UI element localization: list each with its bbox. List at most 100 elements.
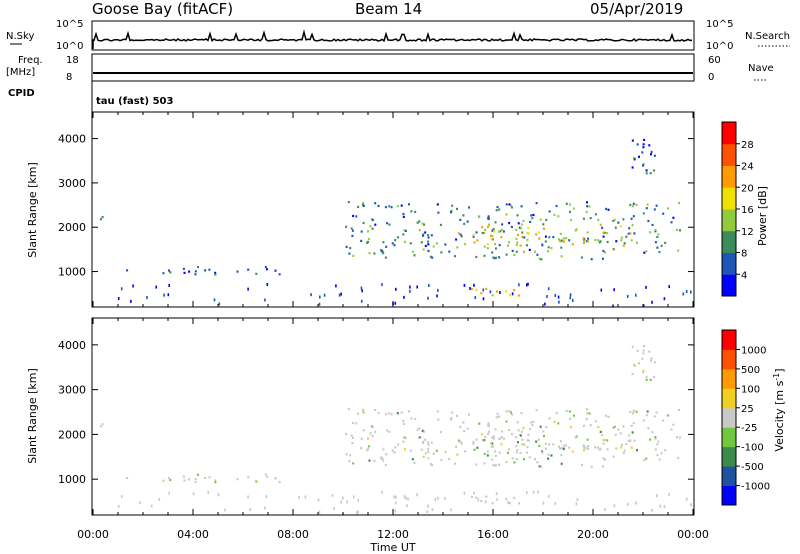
echo-cell — [345, 225, 348, 228]
echo-cell — [632, 422, 635, 425]
echo-cell — [456, 453, 459, 456]
echo-cell — [403, 448, 406, 451]
echo-cell — [626, 502, 629, 506]
echo-cell — [505, 213, 508, 216]
echo-cell — [649, 231, 652, 234]
echo-cell — [588, 412, 591, 415]
echo-cell — [463, 283, 466, 287]
echo-cell — [555, 411, 558, 415]
echo-cell — [384, 206, 387, 209]
echo-cell — [117, 297, 120, 300]
echo-cell — [656, 454, 659, 457]
echo-cell — [653, 208, 656, 211]
echo-cell — [459, 440, 462, 443]
echo-cell — [663, 297, 666, 301]
echo-cell — [208, 268, 211, 271]
echo-cell — [427, 450, 430, 453]
x-tick-label: 20:00 — [577, 528, 609, 541]
echo-cell — [472, 442, 475, 445]
echo-cell — [520, 430, 523, 433]
echo-cell — [565, 202, 568, 205]
echo-cell — [362, 204, 365, 207]
echo-cell — [660, 452, 663, 455]
echo-cell — [472, 235, 475, 238]
echo-cell — [623, 242, 626, 245]
echo-cell — [214, 273, 217, 276]
echo-cell — [486, 225, 489, 228]
echo-cell — [459, 425, 462, 429]
echo-cell — [247, 495, 249, 499]
colorbar-swatch — [722, 368, 736, 389]
echo-cell — [473, 283, 475, 287]
echo-cell — [460, 442, 463, 445]
echo-cell — [486, 243, 489, 246]
echo-cell — [620, 443, 623, 446]
echo-cell — [494, 450, 497, 453]
echo-cell — [99, 218, 102, 221]
echo-cell — [625, 235, 628, 238]
echo-cell — [264, 473, 267, 476]
echo-cell — [538, 444, 541, 447]
echo-cell — [633, 363, 636, 366]
echo-cell — [539, 218, 542, 221]
echo-cell — [194, 273, 197, 276]
echo-cell — [182, 267, 185, 270]
echo-cell — [515, 228, 518, 231]
colorbar-swatch — [722, 388, 736, 409]
echo-cell — [362, 429, 365, 432]
echo-cell — [418, 436, 421, 439]
echo-cell — [491, 458, 494, 461]
echo-cell — [583, 446, 586, 449]
echo-cell — [360, 239, 363, 242]
y-tick-label: 1000 — [58, 266, 86, 279]
colorbar-tick-label: -500 — [741, 462, 764, 473]
echo-cell — [360, 230, 363, 233]
echo-cell — [346, 500, 348, 504]
colorbar-swatch — [722, 427, 736, 448]
echo-cell — [382, 252, 385, 255]
echo-cell — [517, 429, 520, 432]
echo-cell — [126, 476, 129, 480]
freq-panel — [91, 53, 695, 82]
echo-cell — [613, 288, 615, 292]
echo-cell — [385, 245, 388, 248]
echo-cell — [426, 510, 429, 514]
nave-tick-top: 60 — [708, 55, 721, 66]
echo-cell — [508, 222, 511, 225]
echo-cell — [518, 283, 520, 287]
echo-cell — [167, 293, 170, 297]
echo-cell — [565, 444, 568, 447]
echo-cell — [510, 225, 513, 228]
echo-cell — [635, 410, 638, 413]
echo-cell — [424, 438, 427, 441]
echo-cell — [236, 478, 239, 481]
echo-cell — [475, 288, 478, 291]
echo-cell — [436, 410, 439, 413]
echo-cell — [367, 445, 370, 448]
echo-cell — [423, 430, 425, 433]
echo-cell — [641, 151, 644, 154]
echo-cell — [478, 215, 481, 218]
echo-cell — [371, 218, 374, 222]
echo-cell — [574, 436, 577, 439]
echo-cell — [613, 425, 616, 428]
echo-cell — [427, 234, 430, 237]
echo-cell — [550, 454, 553, 457]
echo-cell — [552, 443, 555, 446]
echo-cell — [672, 216, 675, 219]
y-tick-label: 1000 — [58, 473, 86, 486]
echo-cell — [411, 250, 414, 253]
echo-cell — [395, 287, 397, 291]
echo-cell — [642, 143, 645, 146]
echo-cell — [601, 465, 604, 468]
echo-cell — [627, 439, 630, 442]
echo-cell — [594, 213, 597, 216]
echo-cell — [402, 212, 405, 216]
echo-cell — [427, 243, 430, 246]
echo-cell — [601, 433, 604, 437]
power-colorbar: 4 8 12 16 20 24 28 — [721, 121, 754, 297]
colorbar-swatch — [722, 230, 736, 253]
echo-cell — [548, 417, 551, 420]
echo-cell — [626, 294, 629, 298]
